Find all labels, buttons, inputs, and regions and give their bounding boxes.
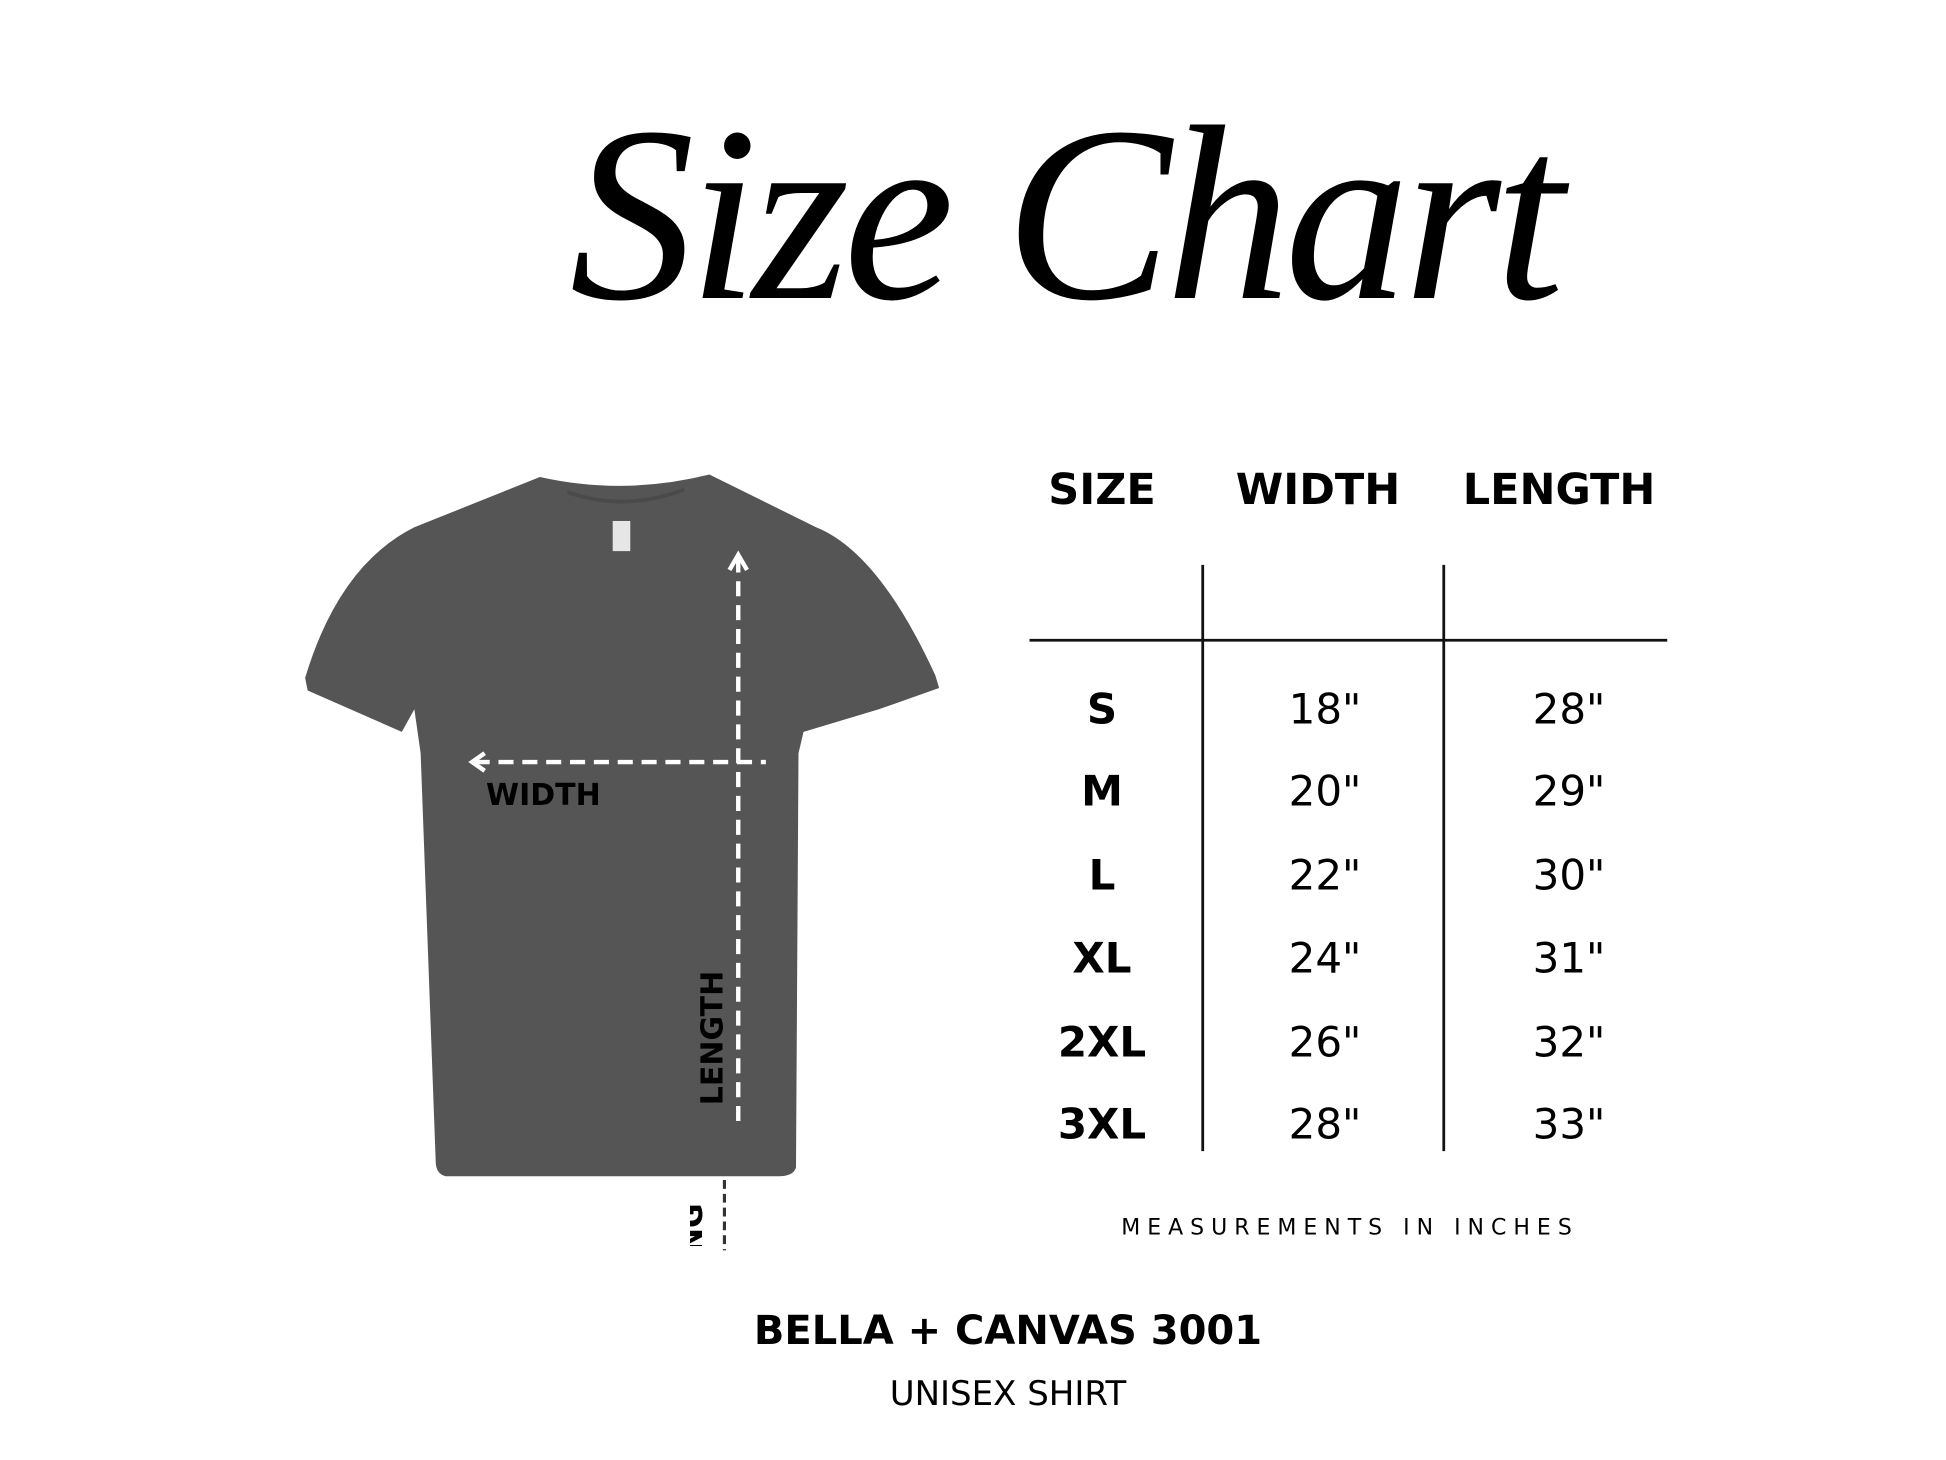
header-width: WIDTH — [1235, 465, 1401, 515]
cell-length: 33" — [1532, 1099, 1606, 1149]
length-label-clipped: LENG — [690, 1176, 730, 1246]
cell-length: 31" — [1532, 933, 1606, 983]
cell-width: 26" — [1288, 1017, 1362, 1067]
cell-width: 24" — [1288, 933, 1362, 983]
cell-size: L — [1088, 850, 1116, 900]
cell-size: M — [1081, 766, 1123, 816]
cell-length: 30" — [1532, 850, 1606, 900]
cell-size: S — [1086, 684, 1118, 734]
shirt-collar — [566, 487, 685, 504]
table-grid — [1029, 564, 1668, 1152]
cell-size: 2XL — [1057, 1017, 1147, 1067]
cell-length: 32" — [1532, 1017, 1606, 1067]
header-length: LENGTH — [1462, 465, 1656, 515]
length-label-clipped-text: LENG — [690, 1203, 710, 1246]
size-chart-title: Size Chart — [569, 76, 1565, 353]
tshirt-image — [305, 474, 940, 1177]
width-arrow — [468, 751, 766, 773]
cell-width: 28" — [1288, 1099, 1362, 1149]
product-type: UNISEX SHIRT — [889, 1374, 1127, 1414]
cell-length: 28" — [1532, 684, 1606, 734]
cell-length: 29" — [1532, 766, 1606, 816]
length-label: LENGTH — [695, 970, 731, 1106]
width-label: WIDTH — [486, 778, 601, 813]
shirt-tag — [612, 520, 631, 552]
header-size: SIZE — [1048, 465, 1156, 515]
cell-width: 18" — [1288, 684, 1362, 734]
cell-width: 22" — [1288, 850, 1362, 900]
cell-size: XL — [1072, 933, 1132, 983]
product-brand: BELLA + CANVAS 3001 — [753, 1308, 1263, 1354]
cell-size: 3XL — [1057, 1099, 1147, 1149]
measurement-note: MEASUREMENTS IN INCHES — [1121, 1215, 1579, 1241]
length-arrow — [727, 550, 749, 1127]
cell-width: 20" — [1288, 766, 1362, 816]
